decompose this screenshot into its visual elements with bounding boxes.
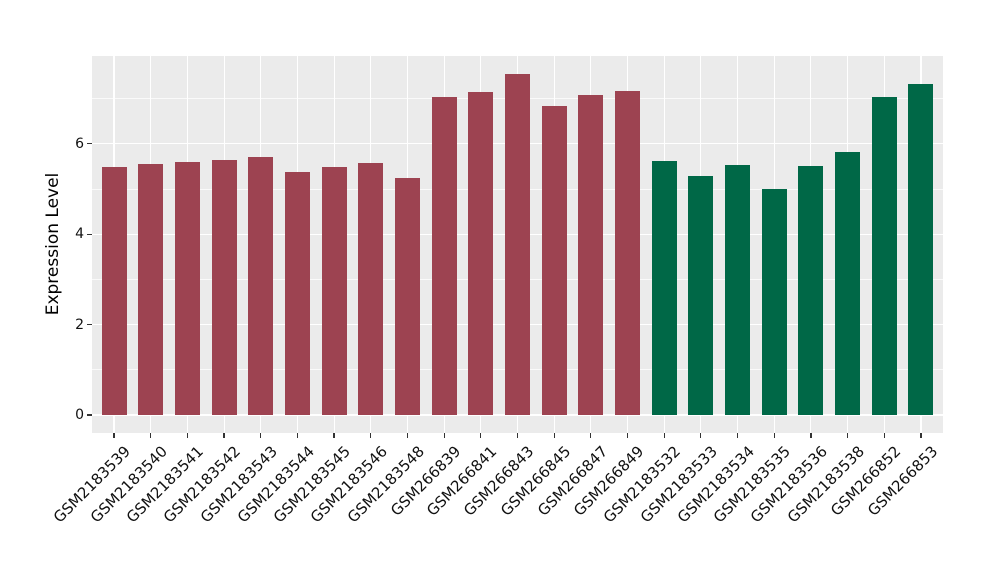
- x-tick-mark-GSM266847: [590, 433, 592, 438]
- x-tick-mark-GSM266841: [480, 433, 482, 438]
- x-tick-mark-GSM266849: [626, 433, 629, 438]
- x-tick-mark-GSM2183546: [370, 433, 372, 438]
- x-tick-mark-GSM266839: [443, 433, 445, 438]
- x-tick-mark-GSM266853: [920, 433, 922, 438]
- bar-GSM2183546: [358, 163, 384, 415]
- bar-GSM2183532: [651, 160, 677, 415]
- y-tick-label-6: 6: [75, 135, 84, 152]
- bar-GSM266843: [505, 74, 530, 415]
- x-tick-mark-GSM2183548: [406, 433, 409, 438]
- bar-GSM2183542: [211, 159, 237, 415]
- x-tick-mark-GSM2183533: [700, 433, 702, 438]
- x-tick-mark-GSM2183545: [333, 433, 335, 438]
- x-tick-mark-GSM2183534: [736, 433, 739, 438]
- bar-GSM266853: [908, 84, 934, 415]
- x-tick-mark-GSM2183544: [296, 433, 298, 438]
- y-tick-mark-4: [86, 233, 92, 235]
- x-tick-mark-GSM2183540: [150, 433, 152, 438]
- x-tick-mark-GSM2183532: [663, 433, 665, 438]
- x-tick-mark-GSM2183536: [810, 433, 812, 438]
- y-tick-label-2: 2: [75, 316, 84, 333]
- bar-GSM266849: [615, 90, 641, 415]
- x-tick-mark-GSM2183541: [186, 433, 188, 438]
- x-tick-mark-GSM266852: [883, 433, 885, 438]
- plot-panel: [92, 56, 943, 433]
- bar-GSM2183543: [248, 157, 274, 415]
- x-tick-mark-GSM2183542: [223, 433, 225, 438]
- x-tick-mark-GSM2183539: [113, 433, 115, 438]
- bar-GSM2183545: [321, 166, 347, 415]
- bar-GSM2183544: [284, 171, 310, 415]
- y-tick-mark-2: [86, 324, 92, 326]
- bar-GSM266841: [468, 91, 494, 415]
- bar-GSM2183541: [174, 161, 200, 415]
- y-tick-label-4: 4: [75, 226, 84, 243]
- bar-GSM2183535: [761, 189, 787, 415]
- x-tick-mark-GSM2183543: [260, 433, 262, 438]
- y-tick-mark-0: [86, 414, 92, 416]
- bar-GSM266845: [541, 106, 567, 415]
- x-tick-mark-GSM266843: [516, 433, 519, 438]
- bar-GSM2183548: [394, 177, 420, 415]
- y-axis-title: Expression Level: [43, 172, 63, 316]
- bar-GSM2183533: [688, 176, 714, 415]
- y-tick-label-0: 0: [75, 407, 84, 423]
- x-tick-mark-GSM2183535: [773, 433, 775, 438]
- x-tick-mark-GSM266845: [553, 433, 555, 438]
- bar-GSM2183534: [725, 165, 751, 415]
- x-tick-mark-GSM2183538: [847, 433, 849, 438]
- bar-GSM266839: [431, 97, 457, 415]
- bar-GSM2183536: [798, 165, 824, 415]
- bar-GSM2183540: [138, 163, 164, 415]
- bar-GSM2183539: [101, 167, 127, 415]
- bar-GSM266847: [578, 94, 604, 415]
- y-tick-mark-6: [86, 143, 92, 145]
- bar-GSM2183538: [835, 152, 861, 415]
- bar-GSM266852: [871, 97, 897, 415]
